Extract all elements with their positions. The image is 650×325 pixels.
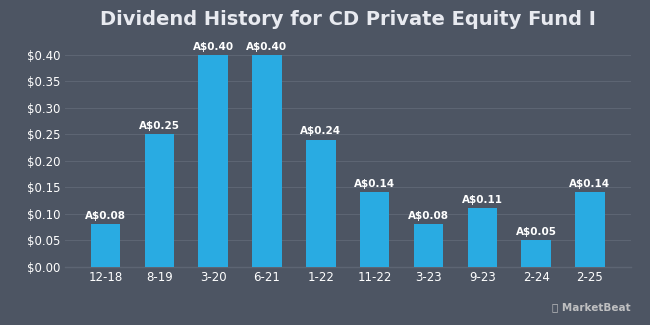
Bar [91, 224, 120, 266]
Text: A$0.40: A$0.40 [246, 42, 287, 52]
Bar [575, 192, 604, 266]
Text: A$0.24: A$0.24 [300, 126, 341, 136]
Text: A$0.11: A$0.11 [462, 195, 503, 205]
Bar [144, 134, 174, 266]
Text: A$0.40: A$0.40 [192, 42, 234, 52]
Text: A$0.25: A$0.25 [139, 121, 180, 131]
Text: A$0.08: A$0.08 [408, 211, 449, 221]
Bar [252, 55, 282, 266]
Text: A$0.08: A$0.08 [85, 211, 126, 221]
Text: A$0.14: A$0.14 [569, 179, 610, 189]
Bar [521, 240, 551, 266]
Bar [198, 55, 228, 266]
Bar [360, 192, 389, 266]
Bar [467, 208, 497, 266]
Bar [306, 139, 335, 266]
Text: A$0.14: A$0.14 [354, 179, 395, 189]
Text: ⼿ MarketBeat: ⼿ MarketBeat [552, 302, 630, 312]
Text: A$0.05: A$0.05 [515, 227, 556, 237]
Title: Dividend History for CD Private Equity Fund I: Dividend History for CD Private Equity F… [100, 10, 595, 29]
Bar [413, 224, 443, 266]
